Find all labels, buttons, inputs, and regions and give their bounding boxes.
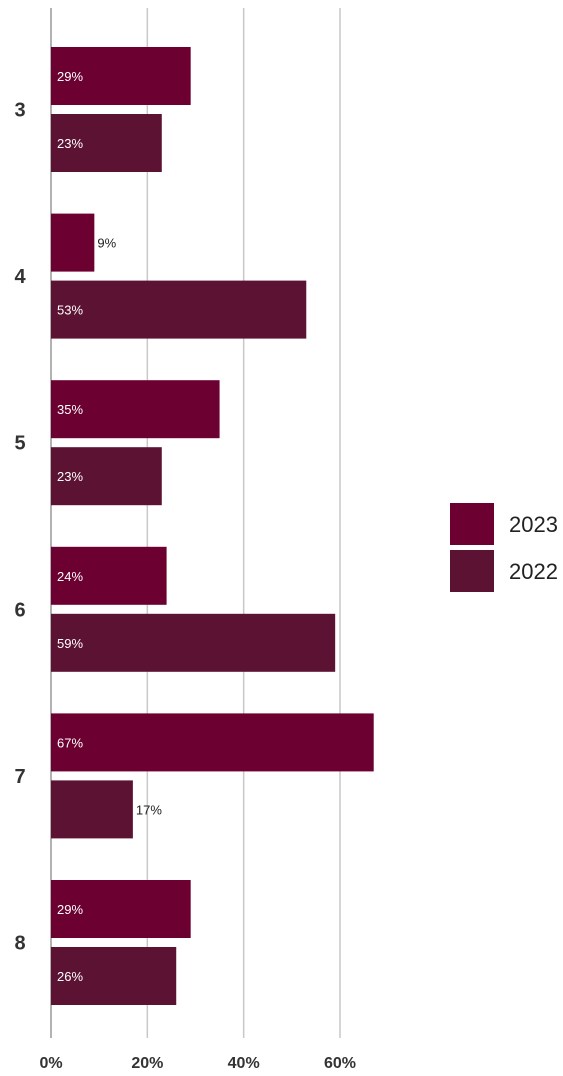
bar-2023-8 (51, 880, 191, 938)
category-label-4: 4 (14, 266, 26, 288)
category-label-6: 6 (14, 599, 25, 621)
data-label-2022-3: 23% (57, 136, 83, 151)
bar-2022-5 (51, 447, 162, 506)
legend-swatch-2022 (450, 550, 494, 592)
legend-swatch-2023 (450, 503, 494, 545)
data-label-2023-8: 29% (57, 902, 83, 917)
data-label-2022-6: 59% (57, 636, 83, 651)
data-label-2023-4: 9% (97, 236, 116, 251)
bars: 29% 23% 3 9% 53% 4 35% 23% 5 24% 59% 6 67% 17% 7 29% 26%… (14, 47, 374, 1005)
category-label-5: 5 (14, 433, 25, 455)
category-label-8: 8 (14, 933, 25, 955)
bar-2023-4 (51, 213, 95, 272)
bar-2022-6 (51, 613, 336, 672)
data-label-2022-4: 53% (57, 303, 83, 318)
bar-2023-5 (51, 380, 220, 439)
x-tick-label-20: 20% (131, 1055, 163, 1071)
x-tick-label-60: 60% (324, 1055, 356, 1071)
legend: 2023 2022 (450, 503, 558, 592)
bar-2022-7 (51, 780, 133, 839)
data-label-2023-5: 35% (57, 402, 83, 417)
legend-label-2023: 2023 (509, 512, 558, 537)
x-tick-label-40: 40% (228, 1055, 260, 1071)
data-label-2022-7: 17% (136, 802, 162, 817)
category-label-7: 7 (14, 766, 25, 788)
bar-2022-3 (51, 114, 162, 172)
x-axis: 0% 20% 40% 60% (39, 1055, 356, 1072)
bar-2023-7 (51, 713, 374, 772)
data-label-2022-8: 26% (57, 969, 83, 984)
bar-2023-3 (51, 47, 191, 105)
data-label-2023-6: 24% (57, 569, 83, 584)
bar-2022-8 (51, 947, 177, 1005)
x-tick-label-0: 0% (39, 1055, 62, 1071)
data-label-2023-3: 29% (57, 69, 83, 84)
bar-2022-4 (51, 280, 307, 339)
bar-2023-6 (51, 546, 167, 605)
category-label-3: 3 (14, 100, 25, 122)
data-label-2022-5: 23% (57, 469, 83, 484)
legend-label-2022: 2022 (509, 559, 558, 584)
data-label-2023-7: 67% (57, 735, 83, 750)
gridlines (50, 8, 341, 1038)
